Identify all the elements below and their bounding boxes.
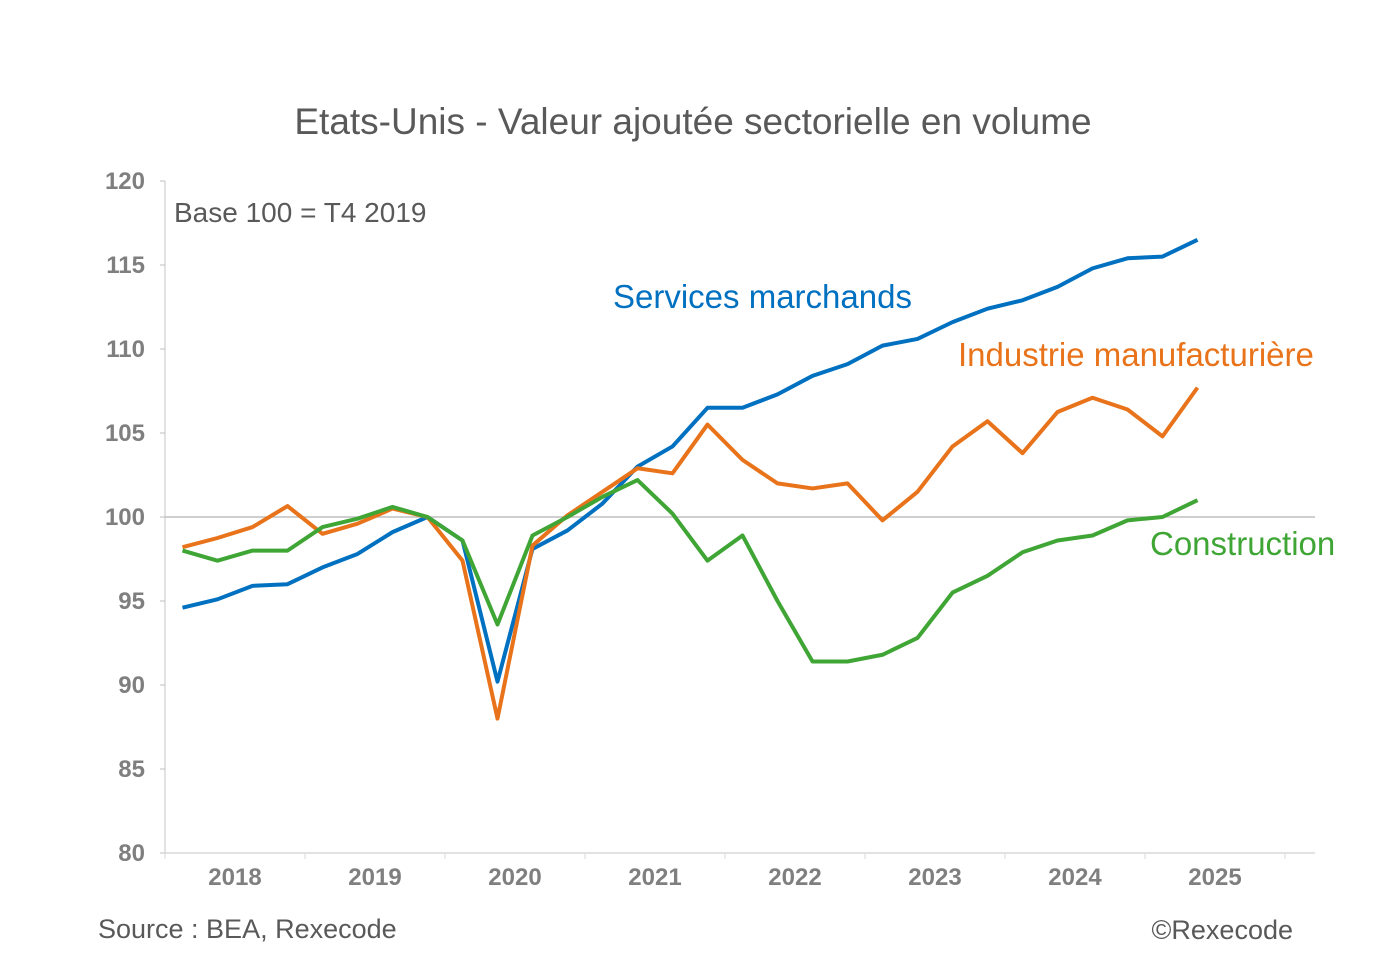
x-tick-label: 2024	[1048, 864, 1102, 891]
y-tick-label: 80	[118, 840, 145, 867]
copyright: ©Rexecode	[1152, 915, 1293, 945]
x-tick-label: 2025	[1188, 864, 1241, 891]
axes: 80 85 90 95 100 105 110 115 120 2018 2019 2020 2021 2…	[105, 168, 1315, 891]
y-tick-label: 105	[105, 420, 145, 447]
y-tick-label: 85	[118, 756, 145, 783]
x-tick-label: 2018	[208, 864, 261, 891]
y-tick-label: 110	[106, 336, 145, 363]
source-note: Source : BEA, Rexecode	[98, 914, 397, 944]
series-label-services: Services marchands	[613, 278, 912, 315]
x-tick-label: 2020	[488, 864, 541, 891]
series-lines	[181, 237, 1200, 721]
y-tick-label: 90	[118, 672, 145, 699]
series-line-0	[182, 237, 1199, 684]
x-tick-label: 2019	[348, 864, 401, 891]
base-note: Base 100 = T4 2019	[174, 197, 426, 228]
x-tick-label: 2022	[768, 864, 821, 891]
y-tick-label: 115	[106, 252, 145, 279]
series-line-1	[181, 386, 1200, 721]
y-tick-label: 95	[118, 588, 145, 615]
series-label-industrie: Industrie manufacturière	[958, 336, 1314, 373]
x-tick-label: 2021	[628, 864, 681, 891]
series-label-construction: Construction	[1150, 525, 1335, 562]
y-tick-label: 120	[105, 168, 145, 195]
series-line-2	[181, 478, 1199, 664]
y-tick-label: 100	[105, 504, 145, 531]
x-tick-label: 2023	[908, 864, 961, 891]
chart-title: Etats-Unis - Valeur ajoutée sectorielle …	[294, 101, 1091, 142]
